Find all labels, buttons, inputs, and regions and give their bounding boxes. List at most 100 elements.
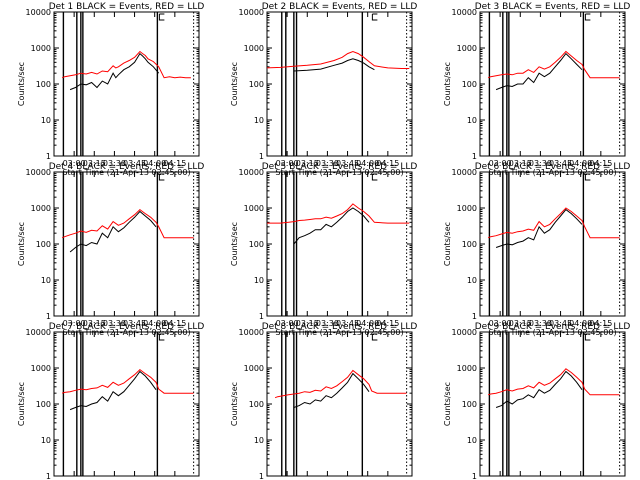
chart-title: Det 3 BLACK = Events, RED = LLD [475, 2, 631, 12]
series-line-events [495, 370, 583, 408]
marker-bracket [371, 333, 378, 341]
y-tick-label: 1 [46, 152, 51, 161]
x-tick-label: 03:15 [83, 159, 106, 168]
x-tick-label: 03:45 [336, 319, 359, 328]
y-tick-label: 10000 [452, 8, 477, 17]
series-line-lld [266, 50, 410, 69]
x-tick-label: 03:15 [509, 319, 532, 328]
marker-bracket [158, 333, 165, 341]
x-tick-label: 03:30 [529, 159, 552, 168]
y-tick-label: 10000 [239, 328, 264, 337]
y-tick-label: 100 [249, 400, 264, 409]
series-line-lld [487, 207, 620, 239]
y-tick-label: 10000 [26, 328, 51, 337]
series-line-lld [487, 368, 620, 396]
x-tick-label: 03:45 [549, 159, 572, 168]
y-axis-label: Counts/sec [443, 62, 452, 106]
y-tick-label: 100 [36, 240, 51, 249]
y-axis-label: Counts/sec [17, 222, 26, 266]
x-tick-label: 03:30 [103, 319, 126, 328]
y-tick-label: 1 [259, 472, 264, 480]
y-tick-label: 10000 [452, 168, 477, 177]
y-tick-label: 10 [41, 436, 51, 445]
marker-bracket [584, 173, 591, 181]
x-tick-label: 04:15 [376, 159, 399, 168]
y-axis-label: Counts/sec [17, 382, 26, 426]
y-axis-label: Counts/sec [230, 382, 239, 426]
y-tick-label: 100 [462, 240, 477, 249]
x-tick-label: 04:15 [589, 159, 612, 168]
y-tick-label: 100 [36, 400, 51, 409]
y-tick-label: 10 [467, 436, 477, 445]
series-line-lld [274, 369, 407, 399]
series-line-events [293, 372, 370, 408]
y-tick-label: 1 [46, 472, 51, 480]
y-tick-label: 1000 [31, 204, 51, 213]
y-tick-label: 10 [254, 436, 264, 445]
chart-panel-3: Det 3 BLACK = Events, RED = LLD 1 10 100 100… [443, 2, 630, 177]
x-tick-label: 04:15 [376, 319, 399, 328]
y-axis-label: Counts/sec [443, 382, 452, 426]
x-tick-label: 03:00 [63, 319, 86, 328]
y-tick-label: 100 [249, 80, 264, 89]
y-tick-label: 10 [467, 276, 477, 285]
series-line-events [69, 52, 160, 91]
x-tick-label: 04:15 [163, 159, 186, 168]
x-tick-label: 03:15 [83, 319, 106, 328]
plot-frame [266, 171, 413, 317]
x-tick-label: 03:30 [529, 319, 552, 328]
chart-title: Det 9 BLACK = Events, RED = LLD [475, 322, 631, 332]
series-line-events [69, 210, 157, 253]
y-tick-label: 10000 [26, 168, 51, 177]
x-tick-label: 04:15 [163, 319, 186, 328]
y-tick-label: 1000 [244, 44, 264, 53]
series-line-lld [487, 50, 620, 79]
x-tick-label: 03:45 [123, 159, 146, 168]
y-tick-label: 1000 [244, 364, 264, 373]
y-axis-label: Counts/sec [230, 62, 239, 106]
y-tick-label: 1 [46, 312, 51, 321]
y-tick-label: 10000 [26, 8, 51, 17]
x-tick-label: 03:30 [103, 159, 126, 168]
y-tick-label: 10 [41, 276, 51, 285]
chart-panel-4: Det 4 BLACK = Events, RED = LLD 1 10 100 100… [17, 162, 204, 337]
x-tick-label: 03:45 [336, 159, 359, 168]
y-tick-label: 1 [472, 312, 477, 321]
series-line-lld [61, 368, 194, 394]
plot-frame [53, 331, 200, 477]
x-tick-label: 03:45 [123, 319, 146, 328]
plot-frame [479, 171, 626, 317]
marker-bracket [371, 13, 378, 21]
x-tick-label: 03:00 [489, 159, 512, 168]
x-tick-label: 03:15 [296, 159, 319, 168]
marker-bracket [371, 173, 378, 181]
y-tick-label: 10 [254, 276, 264, 285]
series-line-events [69, 370, 157, 411]
series-line-events [293, 58, 375, 72]
y-tick-label: 10000 [452, 328, 477, 337]
x-tick-label: 03:00 [489, 319, 512, 328]
x-tick-label: 03:00 [276, 159, 299, 168]
chart-title: Det 8 BLACK = Events, RED = LLD [262, 322, 418, 332]
chart-title: Det 2 BLACK = Events, RED = LLD [262, 2, 418, 12]
y-tick-label: 10 [467, 116, 477, 125]
chart-panel-7: Det 7 BLACK = Events, RED = LLD 1 10 100 100… [17, 322, 204, 480]
y-tick-label: 10 [254, 116, 264, 125]
y-tick-label: 1000 [31, 44, 51, 53]
plot-frame [479, 331, 626, 477]
chart-panel-8: Det 8 BLACK = Events, RED = LLD 1 10 100 100… [230, 322, 417, 480]
series-line-lld [61, 208, 194, 239]
series-line-lld [267, 203, 410, 224]
x-tick-label: 03:00 [63, 159, 86, 168]
x-tick-label: 03:15 [509, 159, 532, 168]
marker-bracket [158, 13, 165, 21]
chart-panel-6: Det 6 BLACK = Events, RED = LLD 1 10 100 100… [443, 162, 630, 337]
chart-title: Det 1 BLACK = Events, RED = LLD [49, 2, 205, 12]
series-line-lld [61, 50, 191, 79]
y-tick-label: 1000 [457, 364, 477, 373]
y-tick-label: 100 [249, 240, 264, 249]
y-tick-label: 1 [259, 152, 264, 161]
y-tick-label: 1 [259, 312, 264, 321]
chart-panel-1: Det 1 BLACK = Events, RED = LLD 1 10 100 100… [17, 2, 204, 177]
